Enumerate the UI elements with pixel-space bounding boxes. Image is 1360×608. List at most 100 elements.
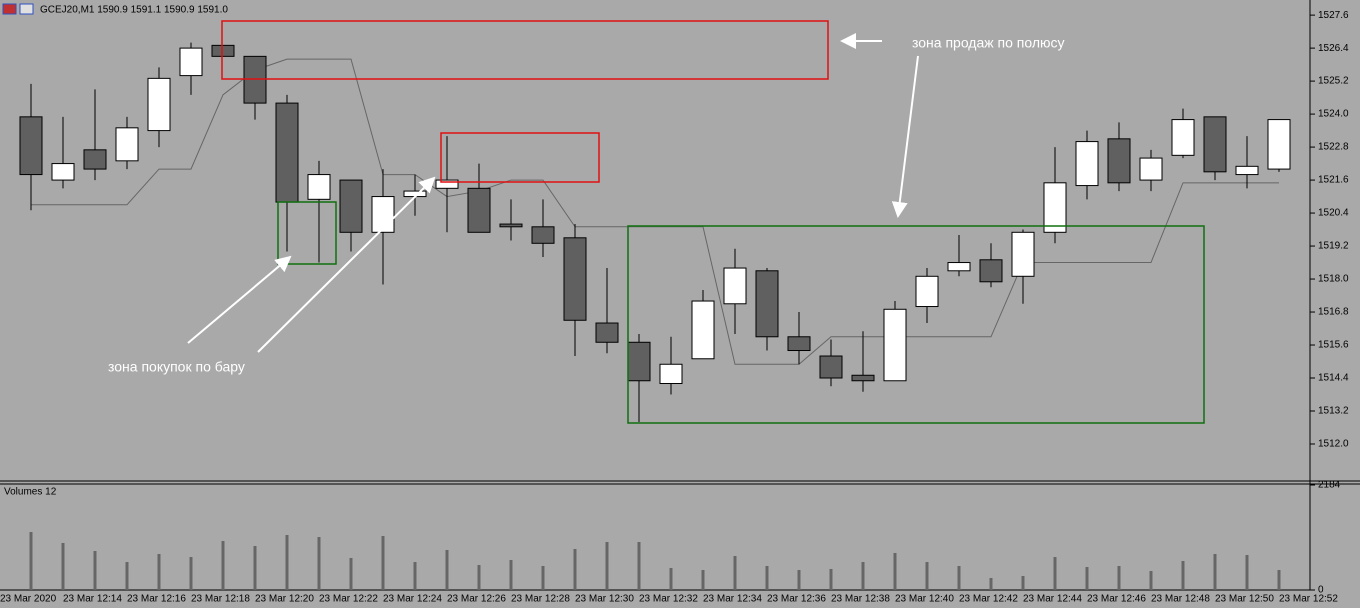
candle-body bbox=[339, 179, 363, 233]
candle-body bbox=[1267, 119, 1291, 170]
candle-body bbox=[787, 336, 811, 352]
volume-bar bbox=[477, 565, 481, 590]
volume-bar bbox=[861, 562, 865, 590]
volume-bar bbox=[1245, 555, 1249, 590]
volume-bar bbox=[157, 553, 161, 590]
volume-title: Volumes 12 bbox=[4, 487, 57, 498]
annotation: зона продаж по полюсу bbox=[912, 35, 1065, 51]
candle-body bbox=[1139, 157, 1163, 181]
x-tick-label: 23 Mar 12:52 bbox=[1279, 594, 1338, 605]
y-tick-label: 1513.2 bbox=[1318, 406, 1349, 417]
arrow bbox=[257, 176, 436, 353]
y-tick-label: 1512.0 bbox=[1318, 439, 1349, 450]
x-tick-label: 23 Mar 12:20 bbox=[255, 594, 314, 605]
x-tick-label: 23 Mar 12:40 bbox=[895, 594, 954, 605]
candle-body bbox=[659, 363, 683, 385]
candle-body bbox=[883, 308, 907, 382]
x-date-label: 23 Mar 2020 bbox=[0, 594, 57, 605]
x-tick-label: 23 Mar 12:22 bbox=[319, 594, 378, 605]
marks: 1527.6 1526.4 1525.2 1524.0 1522.8 1521.6 1520… bbox=[19, 10, 1349, 605]
volume-bar bbox=[829, 568, 833, 590]
annotation: зона покупок по бару bbox=[108, 359, 245, 375]
y-tick-label: 1519.2 bbox=[1318, 241, 1349, 252]
x-tick-label: 23 Mar 12:24 bbox=[383, 594, 442, 605]
volume-bar bbox=[1085, 567, 1089, 590]
sell-zone bbox=[440, 132, 600, 183]
volume-bar bbox=[605, 542, 609, 590]
candle-body bbox=[83, 149, 107, 170]
candle-body bbox=[595, 322, 619, 343]
candle-body bbox=[563, 237, 587, 321]
volume-bar bbox=[669, 567, 673, 590]
candle-body bbox=[627, 341, 651, 382]
candle-body bbox=[1171, 119, 1195, 156]
y-tick-label: 1516.8 bbox=[1318, 307, 1349, 318]
x-tick-label: 23 Mar 12:34 bbox=[703, 594, 762, 605]
candle-body bbox=[1107, 138, 1131, 184]
candle-body bbox=[1011, 231, 1035, 277]
candle-body bbox=[371, 196, 395, 233]
sell-zone bbox=[221, 20, 829, 80]
candle-body bbox=[211, 44, 235, 57]
x-tick-label: 23 Mar 12:36 bbox=[767, 594, 826, 605]
candle-body bbox=[147, 77, 171, 132]
volume-bar bbox=[797, 570, 801, 590]
volume-bar bbox=[1213, 553, 1217, 590]
x-tick-label: 23 Mar 12:44 bbox=[1023, 594, 1082, 605]
volume-bar bbox=[1181, 561, 1185, 590]
x-tick-label: 23 Mar 12:14 bbox=[63, 594, 122, 605]
volume-bar bbox=[349, 557, 353, 590]
arrow bbox=[891, 55, 919, 218]
buy-zone bbox=[277, 201, 337, 265]
volume-bar bbox=[989, 577, 993, 590]
volume-bar bbox=[1149, 571, 1153, 590]
volume-bar bbox=[1053, 557, 1057, 590]
candle-body bbox=[51, 163, 75, 181]
candle-body bbox=[307, 174, 331, 200]
volume-bar bbox=[765, 566, 769, 590]
candle-body bbox=[947, 262, 971, 272]
y-tick-label: 1521.6 bbox=[1318, 175, 1349, 186]
volume-bar bbox=[189, 557, 193, 590]
volume-bar bbox=[445, 550, 449, 590]
volume-bar bbox=[221, 541, 225, 590]
y-tick-label: 2184 bbox=[1318, 480, 1341, 491]
candle-body bbox=[435, 179, 459, 189]
volume-bar bbox=[733, 556, 737, 590]
volume-bar bbox=[1021, 576, 1025, 590]
volume-bar bbox=[253, 546, 257, 590]
candle-body bbox=[979, 259, 1003, 283]
volume-bar bbox=[509, 560, 513, 590]
candle-body bbox=[819, 355, 843, 379]
x-tick-label: 23 Mar 12:28 bbox=[511, 594, 570, 605]
y-tick-label: 1525.2 bbox=[1318, 76, 1349, 87]
x-tick-label: 23 Mar 12:50 bbox=[1215, 594, 1274, 605]
volume-bar bbox=[893, 552, 897, 590]
arrows bbox=[187, 33, 919, 353]
arrow bbox=[187, 255, 292, 344]
candle-body bbox=[1075, 141, 1099, 187]
candle-body bbox=[275, 102, 299, 203]
y-tick-label: 1515.6 bbox=[1318, 340, 1349, 351]
x-tick-label: 23 Mar 12:26 bbox=[447, 594, 506, 605]
x-tick-label: 23 Mar 12:38 bbox=[831, 594, 890, 605]
volume-bar bbox=[381, 536, 385, 590]
y-tick-label: 0 bbox=[1318, 585, 1324, 596]
x-tick-label: 23 Mar 12:18 bbox=[191, 594, 250, 605]
candle-body bbox=[19, 116, 43, 176]
volume-bar bbox=[93, 551, 97, 590]
candle-body bbox=[499, 223, 523, 228]
volume-bar bbox=[957, 566, 961, 590]
chart-title: GCEJ20,M1 1590.9 1591.1 1590.9 1591.0 bbox=[40, 5, 228, 16]
y-tick-label: 1524.0 bbox=[1318, 109, 1349, 120]
volume-bar bbox=[637, 542, 641, 590]
volume-bar bbox=[317, 537, 321, 590]
candle-body bbox=[1235, 165, 1259, 176]
candle-body bbox=[115, 127, 139, 162]
volume-bar bbox=[125, 562, 129, 590]
candle-body bbox=[467, 187, 491, 233]
y-tick-label: 1522.8 bbox=[1318, 142, 1349, 153]
level-line bbox=[31, 58, 1279, 365]
y-tick-label: 1526.4 bbox=[1318, 43, 1349, 54]
